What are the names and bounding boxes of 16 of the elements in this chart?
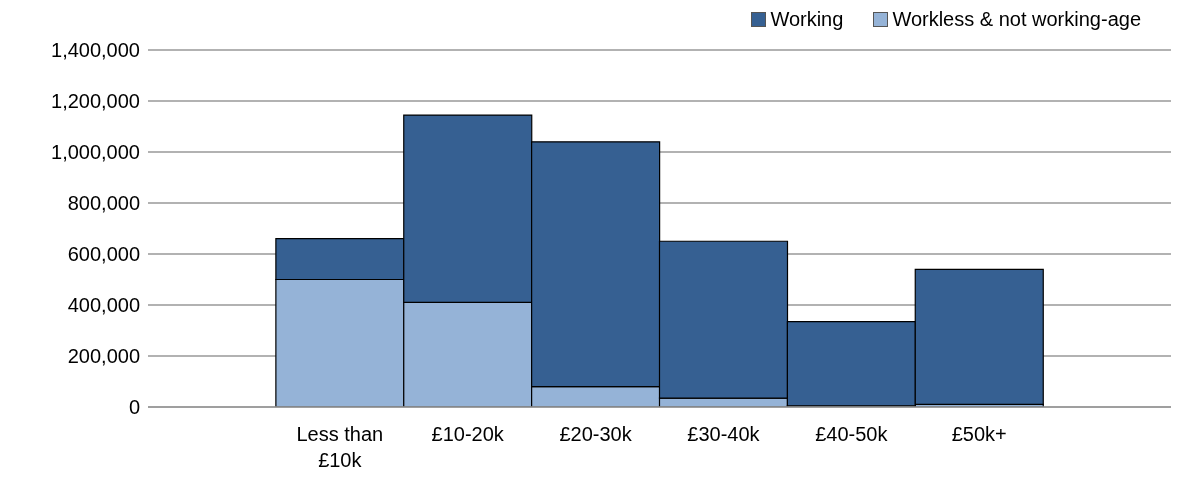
x-tick-label: £10-20k (431, 423, 505, 445)
y-tick-label: 600,000 (67, 243, 140, 266)
legend-label: Workless & not working-age (892, 8, 1141, 31)
y-tick-label: 200,000 (67, 345, 140, 368)
x-tick-label: £30-40k (687, 423, 761, 445)
y-tick-label: 1,200,000 (51, 90, 140, 113)
x-tick-label: £20-30k (559, 423, 633, 445)
y-tick-label: 800,000 (67, 192, 140, 215)
y-tick-label: 1,000,000 (51, 141, 140, 164)
x-tick-label: Less than £10k (296, 423, 384, 471)
x-tick-label: £40-50k (815, 423, 889, 445)
x-tick-label: £50k+ (951, 423, 1007, 445)
y-tick-label: 400,000 (67, 294, 140, 317)
y-tick-label: 1,400,000 (51, 39, 140, 62)
y-tick-label: 0 (128, 396, 140, 419)
legend-label: Working (770, 8, 844, 31)
